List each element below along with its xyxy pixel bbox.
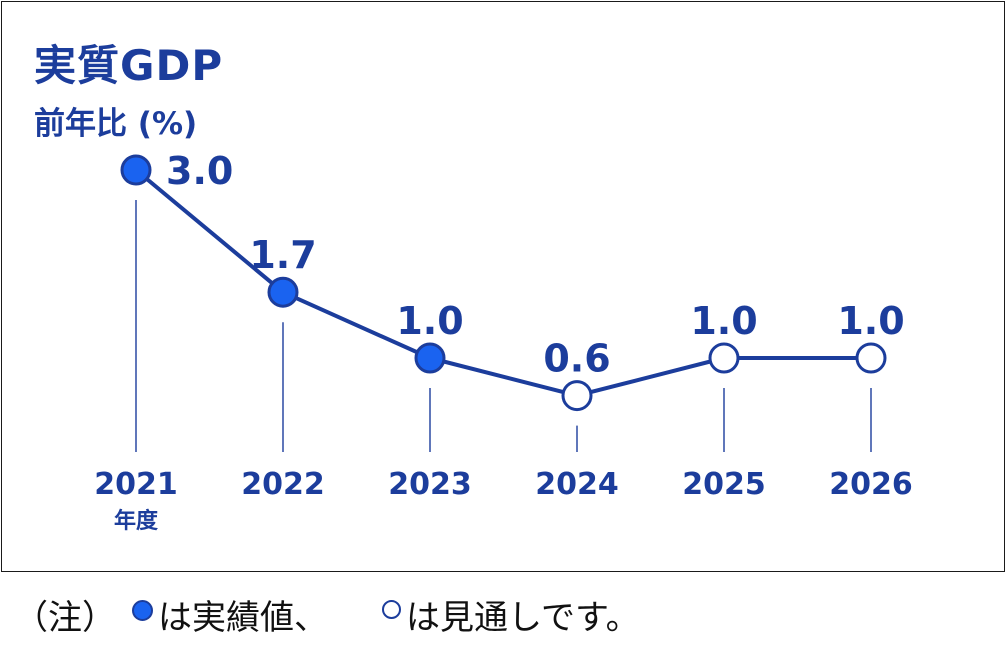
data-label: 1.0 bbox=[396, 299, 463, 343]
x-tick-label: 2022 bbox=[241, 467, 325, 502]
chart-subtitle: 前年比 (%) bbox=[34, 106, 198, 142]
data-label: 1.0 bbox=[690, 299, 757, 343]
data-label: 3.0 bbox=[166, 149, 233, 193]
forecast-point bbox=[708, 342, 740, 374]
forecast-marker-icon bbox=[382, 600, 401, 619]
legend-note: （注） は実績値、 は見通しです。 bbox=[0, 590, 1006, 640]
actual-point bbox=[414, 342, 446, 374]
x-tick-label: 2026 bbox=[829, 467, 913, 502]
actual-point bbox=[267, 276, 299, 308]
data-label: 1.7 bbox=[249, 233, 316, 277]
x-tick-label: 2021 bbox=[94, 467, 178, 502]
actual-marker-icon bbox=[132, 600, 153, 621]
actual-point bbox=[120, 154, 152, 186]
forecast-point bbox=[855, 342, 887, 374]
chart-frame: 実質GDP 前年比 (%) bbox=[1, 1, 1005, 572]
data-label: 1.0 bbox=[837, 299, 904, 343]
data-label: 0.6 bbox=[543, 337, 610, 381]
line-chart: 3.0 1.7 1.0 0.6 1.0 1.0 2021 2022 2023 2024 2025 20… bbox=[94, 149, 913, 534]
x-tick-label: 2025 bbox=[682, 467, 766, 502]
note-prefix: （注） bbox=[14, 598, 116, 638]
series-line bbox=[134, 168, 871, 398]
x-unit-label: 年度 bbox=[114, 508, 159, 534]
note-actual-text: は実績値、 bbox=[158, 598, 328, 638]
note-forecast-text: は見通しです。 bbox=[406, 598, 640, 638]
x-tick-label: 2024 bbox=[535, 467, 619, 502]
x-tick-label: 2023 bbox=[388, 467, 472, 502]
forecast-point bbox=[561, 380, 593, 412]
chart-title: 実質GDP bbox=[34, 41, 224, 90]
